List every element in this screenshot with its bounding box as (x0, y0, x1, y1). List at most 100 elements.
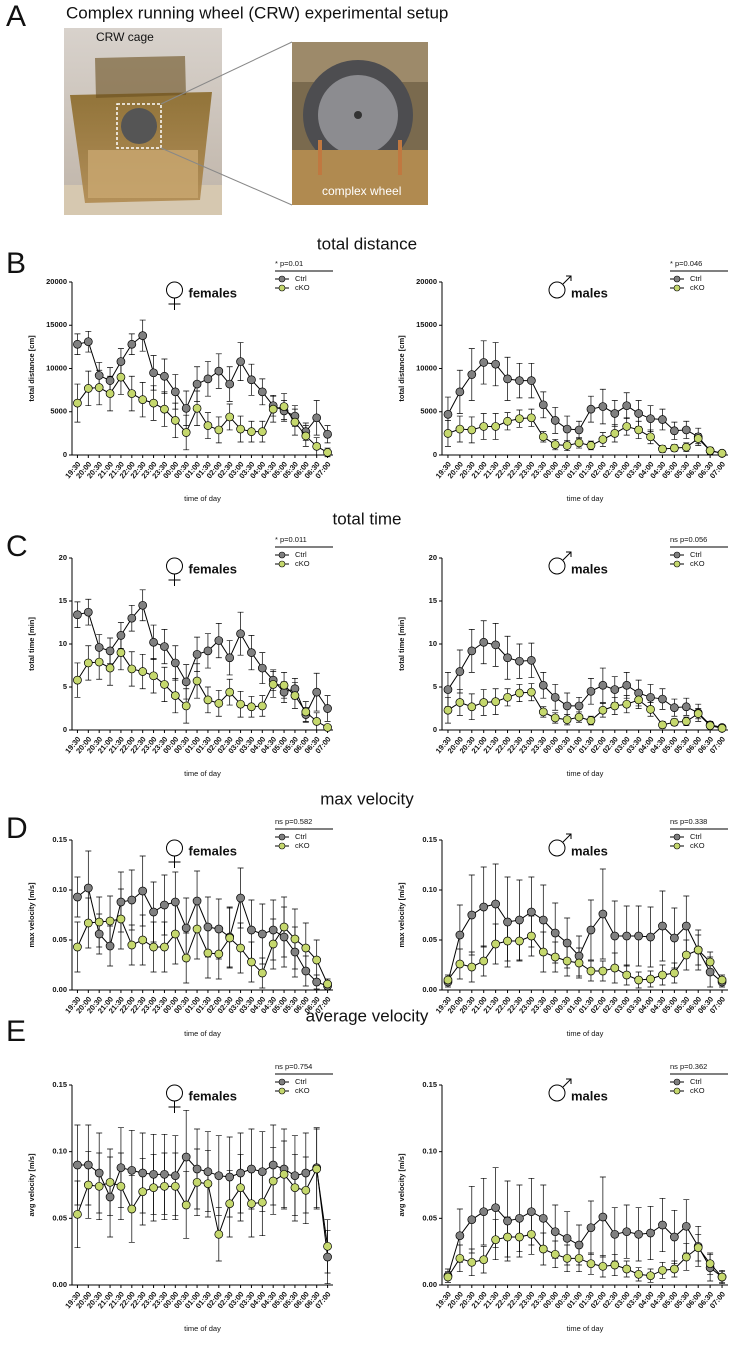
data-point (598, 966, 608, 976)
data-point (646, 974, 655, 984)
data-point (181, 701, 191, 711)
data-point (170, 658, 180, 668)
data-point (681, 702, 691, 712)
data-point (634, 1269, 643, 1279)
data-point (646, 692, 655, 702)
data-point (225, 933, 235, 943)
data-point (467, 1257, 477, 1267)
legend-label: cKO (690, 841, 705, 850)
data-point (562, 956, 572, 966)
data-point (312, 413, 322, 423)
wheel-photo (292, 42, 428, 205)
series-line (447, 1207, 723, 1278)
data-point (574, 958, 584, 968)
data-point (149, 637, 158, 647)
data-point (455, 387, 465, 397)
sex-symbol (548, 551, 572, 575)
data-point (503, 692, 512, 702)
data-point (503, 936, 512, 946)
stat-label: * p=0.046 (670, 259, 702, 268)
data-point (515, 414, 524, 424)
data-point (562, 1253, 572, 1263)
sex-symbol-arrow (562, 551, 572, 561)
data-point (138, 886, 148, 896)
panel-letter: D (6, 812, 28, 845)
data-point (279, 402, 289, 411)
data-point (83, 607, 93, 617)
data-point (670, 1264, 679, 1274)
data-point (257, 1167, 267, 1177)
data-point (538, 707, 548, 717)
series-line (76, 918, 329, 985)
data-point (127, 389, 137, 398)
data-point (323, 723, 332, 732)
legend-label: Ctrl (690, 1077, 702, 1086)
chart-title: males (571, 1088, 608, 1103)
legend-label: Ctrl (295, 1077, 307, 1086)
data-point (181, 953, 191, 963)
data-point (192, 1177, 202, 1187)
data-point (236, 1183, 245, 1193)
data-point (598, 402, 608, 411)
data-point (83, 384, 93, 393)
stat-label: ns p=0.056 (670, 535, 707, 544)
sex-symbol-ring (548, 1084, 566, 1102)
data-point (467, 370, 477, 379)
sex-symbol (166, 1084, 183, 1113)
data-point (658, 720, 667, 730)
data-point (290, 417, 300, 427)
data-point (257, 663, 267, 673)
data-point (622, 422, 632, 431)
series-line (77, 376, 328, 453)
data-point (550, 416, 560, 425)
data-point (550, 952, 560, 962)
legend-label: cKO (690, 1086, 705, 1095)
data-point (634, 1229, 643, 1239)
data-point (160, 642, 169, 651)
data-point (574, 701, 584, 711)
data-point (279, 932, 289, 942)
series-line (447, 361, 723, 454)
data-point (160, 680, 169, 689)
data-point (94, 383, 104, 392)
sex-symbol-cross (168, 856, 181, 868)
data-point (610, 931, 620, 941)
y-tick-label: 0.05 (52, 1213, 67, 1222)
y-tick-label: 0 (63, 450, 67, 459)
data-point (301, 1185, 311, 1195)
data-point (290, 934, 300, 944)
data-point (170, 1181, 180, 1191)
data-point (127, 664, 137, 674)
data-point (83, 1160, 93, 1170)
data-point (562, 715, 572, 725)
data-point (634, 695, 643, 705)
y-tick-label: 0.15 (52, 1080, 67, 1089)
data-point (491, 899, 500, 909)
data-point (693, 945, 703, 955)
data-point (116, 631, 126, 640)
chart-title: females (189, 561, 237, 576)
data-point (323, 448, 332, 457)
data-point (203, 922, 213, 932)
legend-marker (278, 1078, 286, 1086)
data-point (515, 688, 524, 698)
data-point (562, 441, 572, 450)
wheel-label: complex wheel (322, 184, 401, 198)
panel-title: Complex running wheel (CRW) experimental… (66, 3, 448, 22)
data-point (105, 646, 115, 656)
data-point (73, 942, 82, 952)
data-point (225, 1172, 235, 1182)
data-point (312, 442, 322, 451)
data-point (515, 376, 524, 385)
legend-marker (278, 551, 286, 559)
data-point (149, 671, 158, 681)
data-point (646, 1228, 655, 1238)
panel-letter: A (6, 0, 26, 33)
y-tick-label: 15 (429, 596, 437, 605)
legend-marker (673, 284, 681, 292)
legend-marker (673, 275, 681, 283)
data-point (598, 680, 608, 690)
data-point (610, 409, 620, 418)
data-point (203, 1167, 213, 1177)
data-point (455, 424, 465, 434)
